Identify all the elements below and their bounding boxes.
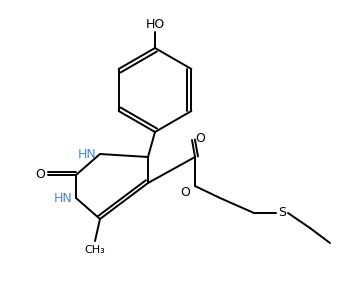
Text: S: S [278,206,286,219]
Text: HN: HN [54,192,72,204]
Text: O: O [35,168,45,182]
Text: HO: HO [146,19,165,31]
Text: CH₃: CH₃ [85,245,105,255]
Text: O: O [195,132,205,144]
Text: HN: HN [78,148,96,160]
Text: O: O [180,186,190,200]
